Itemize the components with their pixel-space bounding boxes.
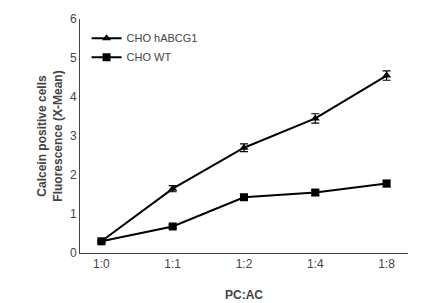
svg-text:6: 6 bbox=[70, 12, 77, 26]
svg-text:4: 4 bbox=[70, 90, 77, 104]
svg-text:Calcein positive cellsFluoresc: Calcein positive cellsFluorescence (X-Me… bbox=[35, 70, 65, 201]
svg-text:1:8: 1:8 bbox=[378, 257, 395, 271]
svg-text:0: 0 bbox=[70, 246, 77, 260]
svg-text:2: 2 bbox=[70, 168, 77, 182]
svg-text:PC:AC: PC:AC bbox=[225, 288, 263, 302]
svg-text:CHO hABCG1: CHO hABCG1 bbox=[127, 32, 198, 44]
svg-text:1: 1 bbox=[70, 207, 77, 221]
svg-text:CHO WT: CHO WT bbox=[127, 51, 172, 63]
svg-text:3: 3 bbox=[70, 129, 77, 143]
svg-text:1:0: 1:0 bbox=[93, 257, 110, 271]
svg-text:5: 5 bbox=[70, 51, 77, 65]
svg-text:1:2: 1:2 bbox=[236, 257, 253, 271]
svg-text:1:1: 1:1 bbox=[164, 257, 181, 271]
svg-text:1:4: 1:4 bbox=[307, 257, 324, 271]
